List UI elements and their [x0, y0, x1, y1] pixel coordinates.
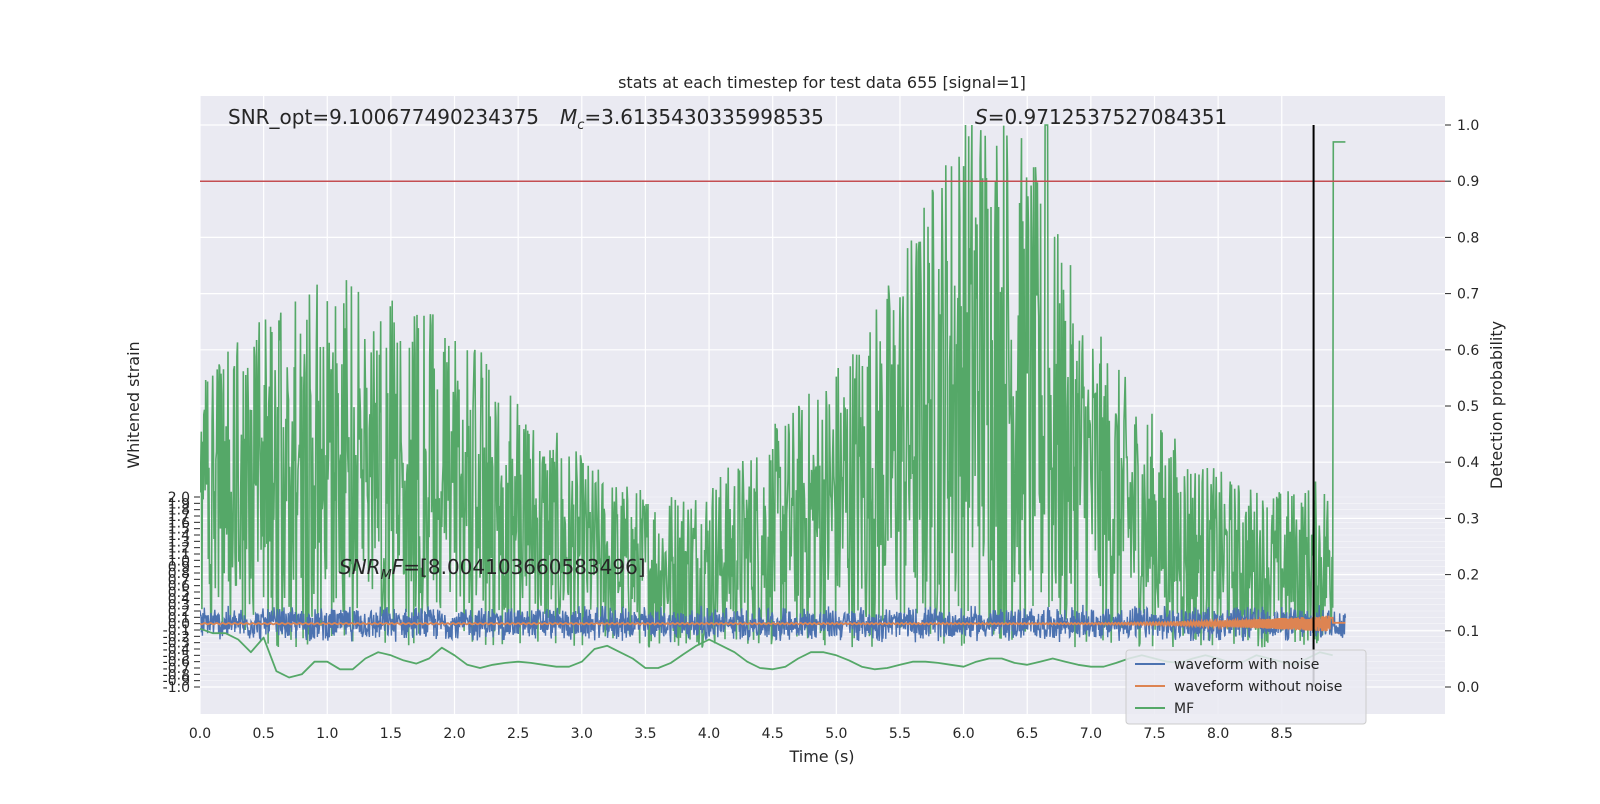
left-tick-label: 0.8 [168, 566, 190, 582]
annotation-s: S=0.9712537527084351 [975, 105, 1227, 129]
legend-label-noise: waveform with noise [1174, 657, 1319, 673]
right-axis-ticks: 0.0 0.1 0.2 0.3 0.4 0.5 0.6 0.7 0.8 0.9 1.0 [1445, 118, 1479, 696]
left-tick-label: -0.8 [163, 667, 190, 683]
left-tick-label: -0.1 [163, 623, 190, 639]
x-tick-label: 5.0 [825, 726, 847, 742]
left-tick-label: 1.5 [168, 522, 190, 538]
x-tick-label: 7.0 [1080, 726, 1102, 742]
x-tick-label: 0.5 [253, 726, 275, 742]
right-tick-label: 0.9 [1457, 174, 1479, 190]
detection-probability-line [200, 124, 1346, 648]
left-tick-label: 0.7 [168, 572, 190, 588]
left-tick-label: 1.7 [168, 509, 190, 525]
left-tick-label: 1.9 [168, 496, 190, 512]
legend-box [1125, 649, 1367, 725]
right-axis-label: Detection probability [1487, 321, 1506, 489]
left-tick-label: 0.5 [168, 585, 190, 601]
left-tick-label: 0.6 [168, 579, 190, 595]
left-tick-label: 1.2 [168, 541, 190, 557]
left-tick-label: 0.3 [168, 598, 190, 614]
x-tick-label: 3.5 [634, 726, 656, 742]
right-tick-label: 0.2 [1457, 568, 1479, 584]
left-tick-label: -0.3 [163, 636, 190, 652]
x-tick-label: 6.5 [1016, 726, 1038, 742]
legend-label-mf: MF [1174, 701, 1194, 717]
right-tick-label: 0.4 [1457, 455, 1479, 471]
left-tick-label: 0.1 [168, 610, 190, 626]
left-tick-label: -0.2 [163, 629, 190, 645]
right-tick-label: 0.6 [1457, 343, 1479, 359]
x-axis-ticks: 0.0 0.5 1.0 1.5 2.0 2.5 3.0 3.5 4.0 4.5 5.0 5.5 6.0 6… [189, 726, 1293, 742]
left-tick-label: 1.8 [168, 503, 190, 519]
left-tick-label: 0.9 [168, 560, 190, 576]
x-tick-label: 3.0 [571, 726, 593, 742]
right-tick-label: 0.7 [1457, 287, 1479, 303]
right-tick-label: 0.8 [1457, 230, 1479, 246]
x-tick-label: 4.5 [762, 726, 784, 742]
right-tick-label: 0.5 [1457, 399, 1479, 415]
left-tick-label: -0.6 [163, 655, 190, 671]
left-tick-label: 2.0 [168, 490, 190, 506]
legend-label-clean: waveform without noise [1174, 679, 1342, 695]
annotation-mc: Mc=3.6135430335998535 [560, 105, 824, 133]
left-axis-ticks: -1.0-0.9-0.8-0.7-0.6-0.5-0.4-0.3-0.2-0.1… [163, 490, 200, 696]
x-axis-label: Time (s) [788, 747, 854, 766]
x-tick-label: 0.0 [189, 726, 211, 742]
x-tick-label: 2.5 [507, 726, 529, 742]
right-tick-label: 0.0 [1457, 680, 1479, 696]
left-tick-label: -0.9 [163, 674, 190, 690]
x-tick-label: 8.0 [1207, 726, 1229, 742]
left-axis-label: Whitened strain [124, 341, 143, 468]
x-tick-label: 2.0 [443, 726, 465, 742]
left-tick-label: 1.6 [168, 515, 190, 531]
right-tick-label: 1.0 [1457, 118, 1479, 134]
left-tick-label: 1.4 [168, 528, 190, 544]
x-tick-label: 8.5 [1271, 726, 1293, 742]
left-tick-label: -1.0 [163, 680, 190, 696]
left-tick-label: 1.0 [168, 553, 190, 569]
left-tick-label: 0.4 [168, 591, 190, 607]
x-tick-label: 1.5 [380, 726, 402, 742]
x-tick-label: 6.0 [952, 726, 974, 742]
waveform-without-noise-line [200, 615, 1346, 632]
left-tick-label: -0.4 [163, 642, 190, 658]
right-tick-label: 0.3 [1457, 511, 1479, 527]
left-tick-label: 0.0 [168, 617, 190, 633]
left-tick-label: -0.5 [163, 648, 190, 664]
right-tick-label: 0.1 [1457, 624, 1479, 640]
x-tick-label: 7.5 [1143, 726, 1165, 742]
legend: waveform with noise waveform without noi… [1125, 649, 1367, 725]
annotation-snr-opt: SNR_opt=9.100677490234375 [228, 105, 539, 129]
x-tick-label: 4.0 [698, 726, 720, 742]
chart-title: stats at each timestep for test data 655… [618, 73, 1026, 92]
x-tick-label: 5.5 [889, 726, 911, 742]
left-tick-label: -0.7 [163, 661, 190, 677]
left-tick-label: 1.3 [168, 534, 190, 550]
left-tick-label: 0.2 [168, 604, 190, 620]
left-tick-label: 1.1 [168, 547, 190, 563]
x-tick-label: 1.0 [316, 726, 338, 742]
annotation-snr-mf: SNRMF=[8.004103660583496] [339, 555, 646, 583]
